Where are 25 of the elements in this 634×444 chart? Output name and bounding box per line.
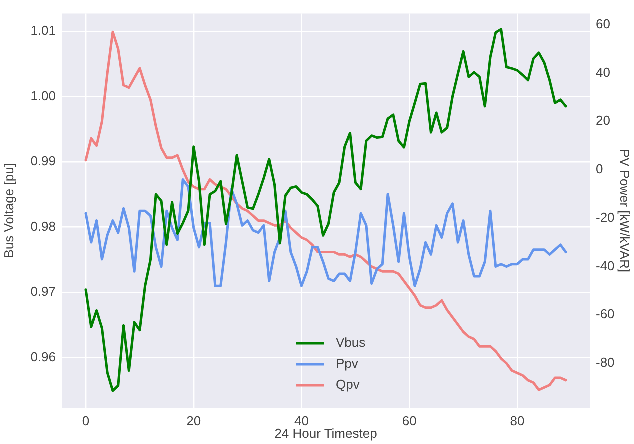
- y2-tick-label: 40: [596, 64, 610, 80]
- x-tick-label: 80: [510, 413, 525, 428]
- legend-label: Ppv: [336, 356, 359, 372]
- y2-tick-label: -60: [596, 306, 615, 322]
- y2-tick-label: 0: [596, 162, 604, 177]
- y2-axis-title: PV Power [kW/kVAR]: [618, 149, 633, 273]
- x-tick-label: 40: [294, 413, 309, 428]
- y-tick-label: 0.97: [30, 284, 56, 300]
- x-axis-title: 24 Hour Timestep: [274, 426, 378, 441]
- y-tick-label: 1.00: [30, 88, 56, 104]
- x-tick-label: 60: [402, 413, 417, 428]
- y-tick-label: 0.99: [30, 154, 56, 169]
- y2-tick-label: 60: [596, 16, 610, 32]
- legend-label: Vbus: [336, 335, 366, 350]
- y2-tick-label: -40: [596, 258, 615, 274]
- y-tick-label: 0.98: [30, 218, 56, 234]
- y-tick-label: 0.96: [30, 349, 56, 364]
- y-tick-label: 1.01: [30, 23, 56, 38]
- y2-tick-label: 20: [596, 113, 610, 128]
- x-tick-label: 0: [82, 413, 90, 428]
- y2-tick-label: -20: [596, 210, 615, 225]
- y-axis-title: Bus Voltage [pu]: [1, 164, 16, 258]
- legend-label: Qpv: [336, 377, 360, 392]
- x-tick-label: 20: [186, 413, 202, 428]
- y2-tick-label: -80: [596, 355, 615, 370]
